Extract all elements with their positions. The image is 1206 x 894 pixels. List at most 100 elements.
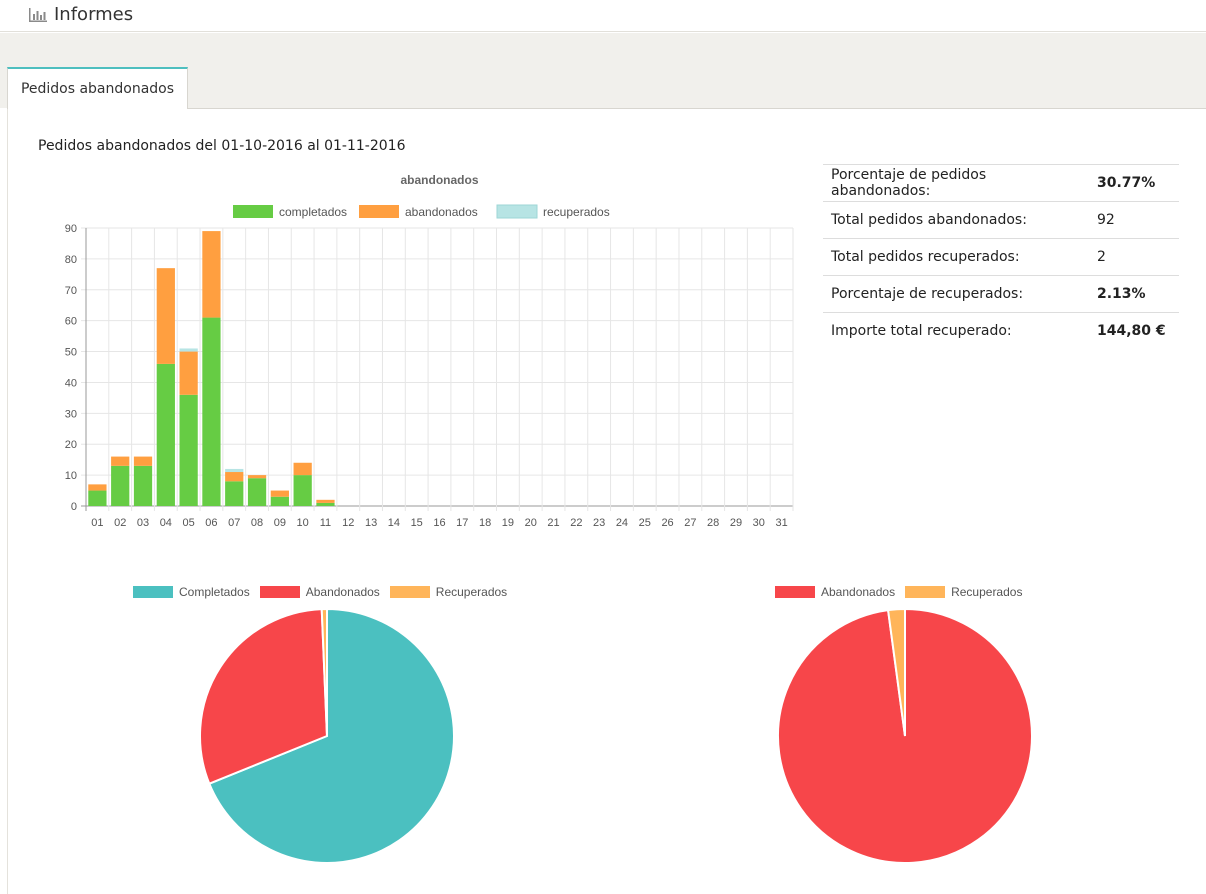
y-tick-label: 30 xyxy=(65,408,77,420)
legend-label: Recuperados xyxy=(951,585,1023,599)
x-tick-label: 29 xyxy=(730,517,742,529)
bar-recuperados-07 xyxy=(225,468,244,473)
legend-swatch xyxy=(259,586,300,598)
bar-abandonados-07 xyxy=(225,472,244,482)
bar-completados-09 xyxy=(270,496,289,506)
x-tick-label: 10 xyxy=(297,517,309,529)
page-title: Informes xyxy=(28,4,133,25)
legend-label: Recuperados xyxy=(435,585,508,599)
x-tick-label: 25 xyxy=(639,517,651,529)
pie-slice-recuperados xyxy=(320,607,328,737)
legend-swatch xyxy=(775,586,815,598)
x-tick-label: 16 xyxy=(433,517,445,529)
y-tick-label: 50 xyxy=(65,347,77,359)
legend-label: Abandonados xyxy=(821,585,896,599)
x-tick-label: 09 xyxy=(274,517,286,529)
legend-item-recuperados[interactable]: Recuperados xyxy=(389,585,508,599)
bar-abandonados-08 xyxy=(247,475,267,479)
bar-completados-06 xyxy=(202,317,221,506)
pie2-legend: Abandonados Recuperados xyxy=(775,585,1022,599)
tab-bar-background xyxy=(0,33,1206,108)
pie-chart-totals xyxy=(199,607,455,864)
pie-slice-abandonados xyxy=(199,608,329,785)
bar-abandonados-01 xyxy=(88,484,107,491)
bar-abandonados-05 xyxy=(179,351,198,395)
bar-abandonados-06 xyxy=(202,231,221,318)
x-tick-label: 06 xyxy=(205,517,217,529)
legend-label: Abandonados xyxy=(305,585,380,599)
bar-completados-08 xyxy=(247,478,267,506)
stats-row: Importe total recuperado: 144,80 € xyxy=(823,312,1179,350)
pie-slice-recuperados xyxy=(886,607,906,737)
bar-chart-icon xyxy=(28,7,48,23)
content-border xyxy=(7,109,8,894)
bar-completados-01 xyxy=(88,490,107,506)
pie-chart-abandoned xyxy=(777,607,1033,864)
legend-swatch xyxy=(133,586,173,598)
bar-abandonados-03 xyxy=(133,456,153,466)
x-tick-label: 30 xyxy=(753,517,765,529)
bar-completados-04 xyxy=(156,363,175,506)
x-tick-label: 19 xyxy=(502,517,514,529)
x-tick-label: 20 xyxy=(525,517,537,529)
y-tick-label: 0 xyxy=(71,501,77,513)
x-tick-label: 24 xyxy=(616,517,628,529)
stat-label: Porcentaje de recuperados: xyxy=(823,275,1089,313)
x-tick-label: 03 xyxy=(137,517,149,529)
stats-row: Porcentaje de pedidos abandonados: 30.77… xyxy=(823,164,1179,202)
stats-row: Porcentaje de recuperados: 2.13% xyxy=(823,275,1179,313)
pie-slice-completados xyxy=(207,607,455,864)
legend-item-recuperados[interactable]: Recuperados xyxy=(905,585,1022,599)
stat-label: Importe total recuperado: xyxy=(823,312,1089,350)
legend-label: Completados xyxy=(179,585,250,599)
stat-value: 2 xyxy=(1089,238,1179,276)
x-tick-label: 01 xyxy=(91,517,103,529)
x-tick-label: 28 xyxy=(707,517,719,529)
x-tick-label: 05 xyxy=(183,517,195,529)
legend-item-abandonados[interactable]: Abandonados xyxy=(259,585,380,599)
pie1-legend: Completados Abandonados Recuperados xyxy=(133,585,507,599)
legend-swatch xyxy=(389,586,430,598)
legend-item-completados[interactable]: Completados xyxy=(133,585,250,599)
bar-abandonados-02 xyxy=(111,456,130,466)
legend-label-abandonados: abandonados xyxy=(405,205,478,219)
x-tick-label: 02 xyxy=(114,517,126,529)
legend-label-completados: completados xyxy=(279,205,347,219)
legend-item-abandonados[interactable]: Abandonados xyxy=(775,585,895,599)
tab-pedidos-abandonados[interactable]: Pedidos abandonados xyxy=(7,67,188,109)
x-tick-label: 26 xyxy=(661,517,673,529)
stats-table: Porcentaje de pedidos abandonados: 30.77… xyxy=(823,164,1179,350)
y-tick-label: 20 xyxy=(65,439,77,451)
y-tick-label: 90 xyxy=(65,223,77,235)
x-tick-label: 07 xyxy=(228,517,240,529)
y-tick-label: 10 xyxy=(65,470,77,482)
legend-swatch xyxy=(905,586,946,598)
legend-swatch-recuperados xyxy=(496,204,538,219)
bar-completados-07 xyxy=(225,481,244,506)
x-tick-label: 08 xyxy=(251,517,263,529)
legend-swatch-abandonados xyxy=(359,205,399,218)
bar-completados-10 xyxy=(293,475,312,506)
x-tick-label: 13 xyxy=(365,517,377,529)
stat-label: Total pedidos abandonados: xyxy=(823,201,1089,239)
legend-swatch-completados xyxy=(233,205,273,218)
chart-title: abandonados xyxy=(400,173,478,187)
bar-completados-05 xyxy=(179,394,198,506)
bar-completados-11 xyxy=(316,502,335,506)
x-tick-label: 15 xyxy=(411,517,423,529)
x-tick-label: 21 xyxy=(547,517,559,529)
y-tick-label: 40 xyxy=(65,377,77,389)
x-tick-label: 04 xyxy=(160,517,172,529)
bar-abandonados-09 xyxy=(270,490,289,497)
x-tick-label: 17 xyxy=(456,517,468,529)
x-tick-label: 12 xyxy=(342,517,354,529)
stats-row: Total pedidos abandonados: 92 xyxy=(823,201,1179,239)
y-tick-label: 70 xyxy=(65,285,77,297)
stat-label: Porcentaje de pedidos abandonados: xyxy=(823,164,1089,202)
stat-value: 92 xyxy=(1089,201,1179,239)
page-title-text: Informes xyxy=(54,4,134,25)
bar-recuperados-05 xyxy=(179,348,198,352)
stats-row: Total pedidos recuperados: 2 xyxy=(823,238,1179,276)
stacked-bar-chart: abandonados completados abandonados recuper… xyxy=(65,173,794,529)
stat-value: 2.13% xyxy=(1089,275,1179,313)
